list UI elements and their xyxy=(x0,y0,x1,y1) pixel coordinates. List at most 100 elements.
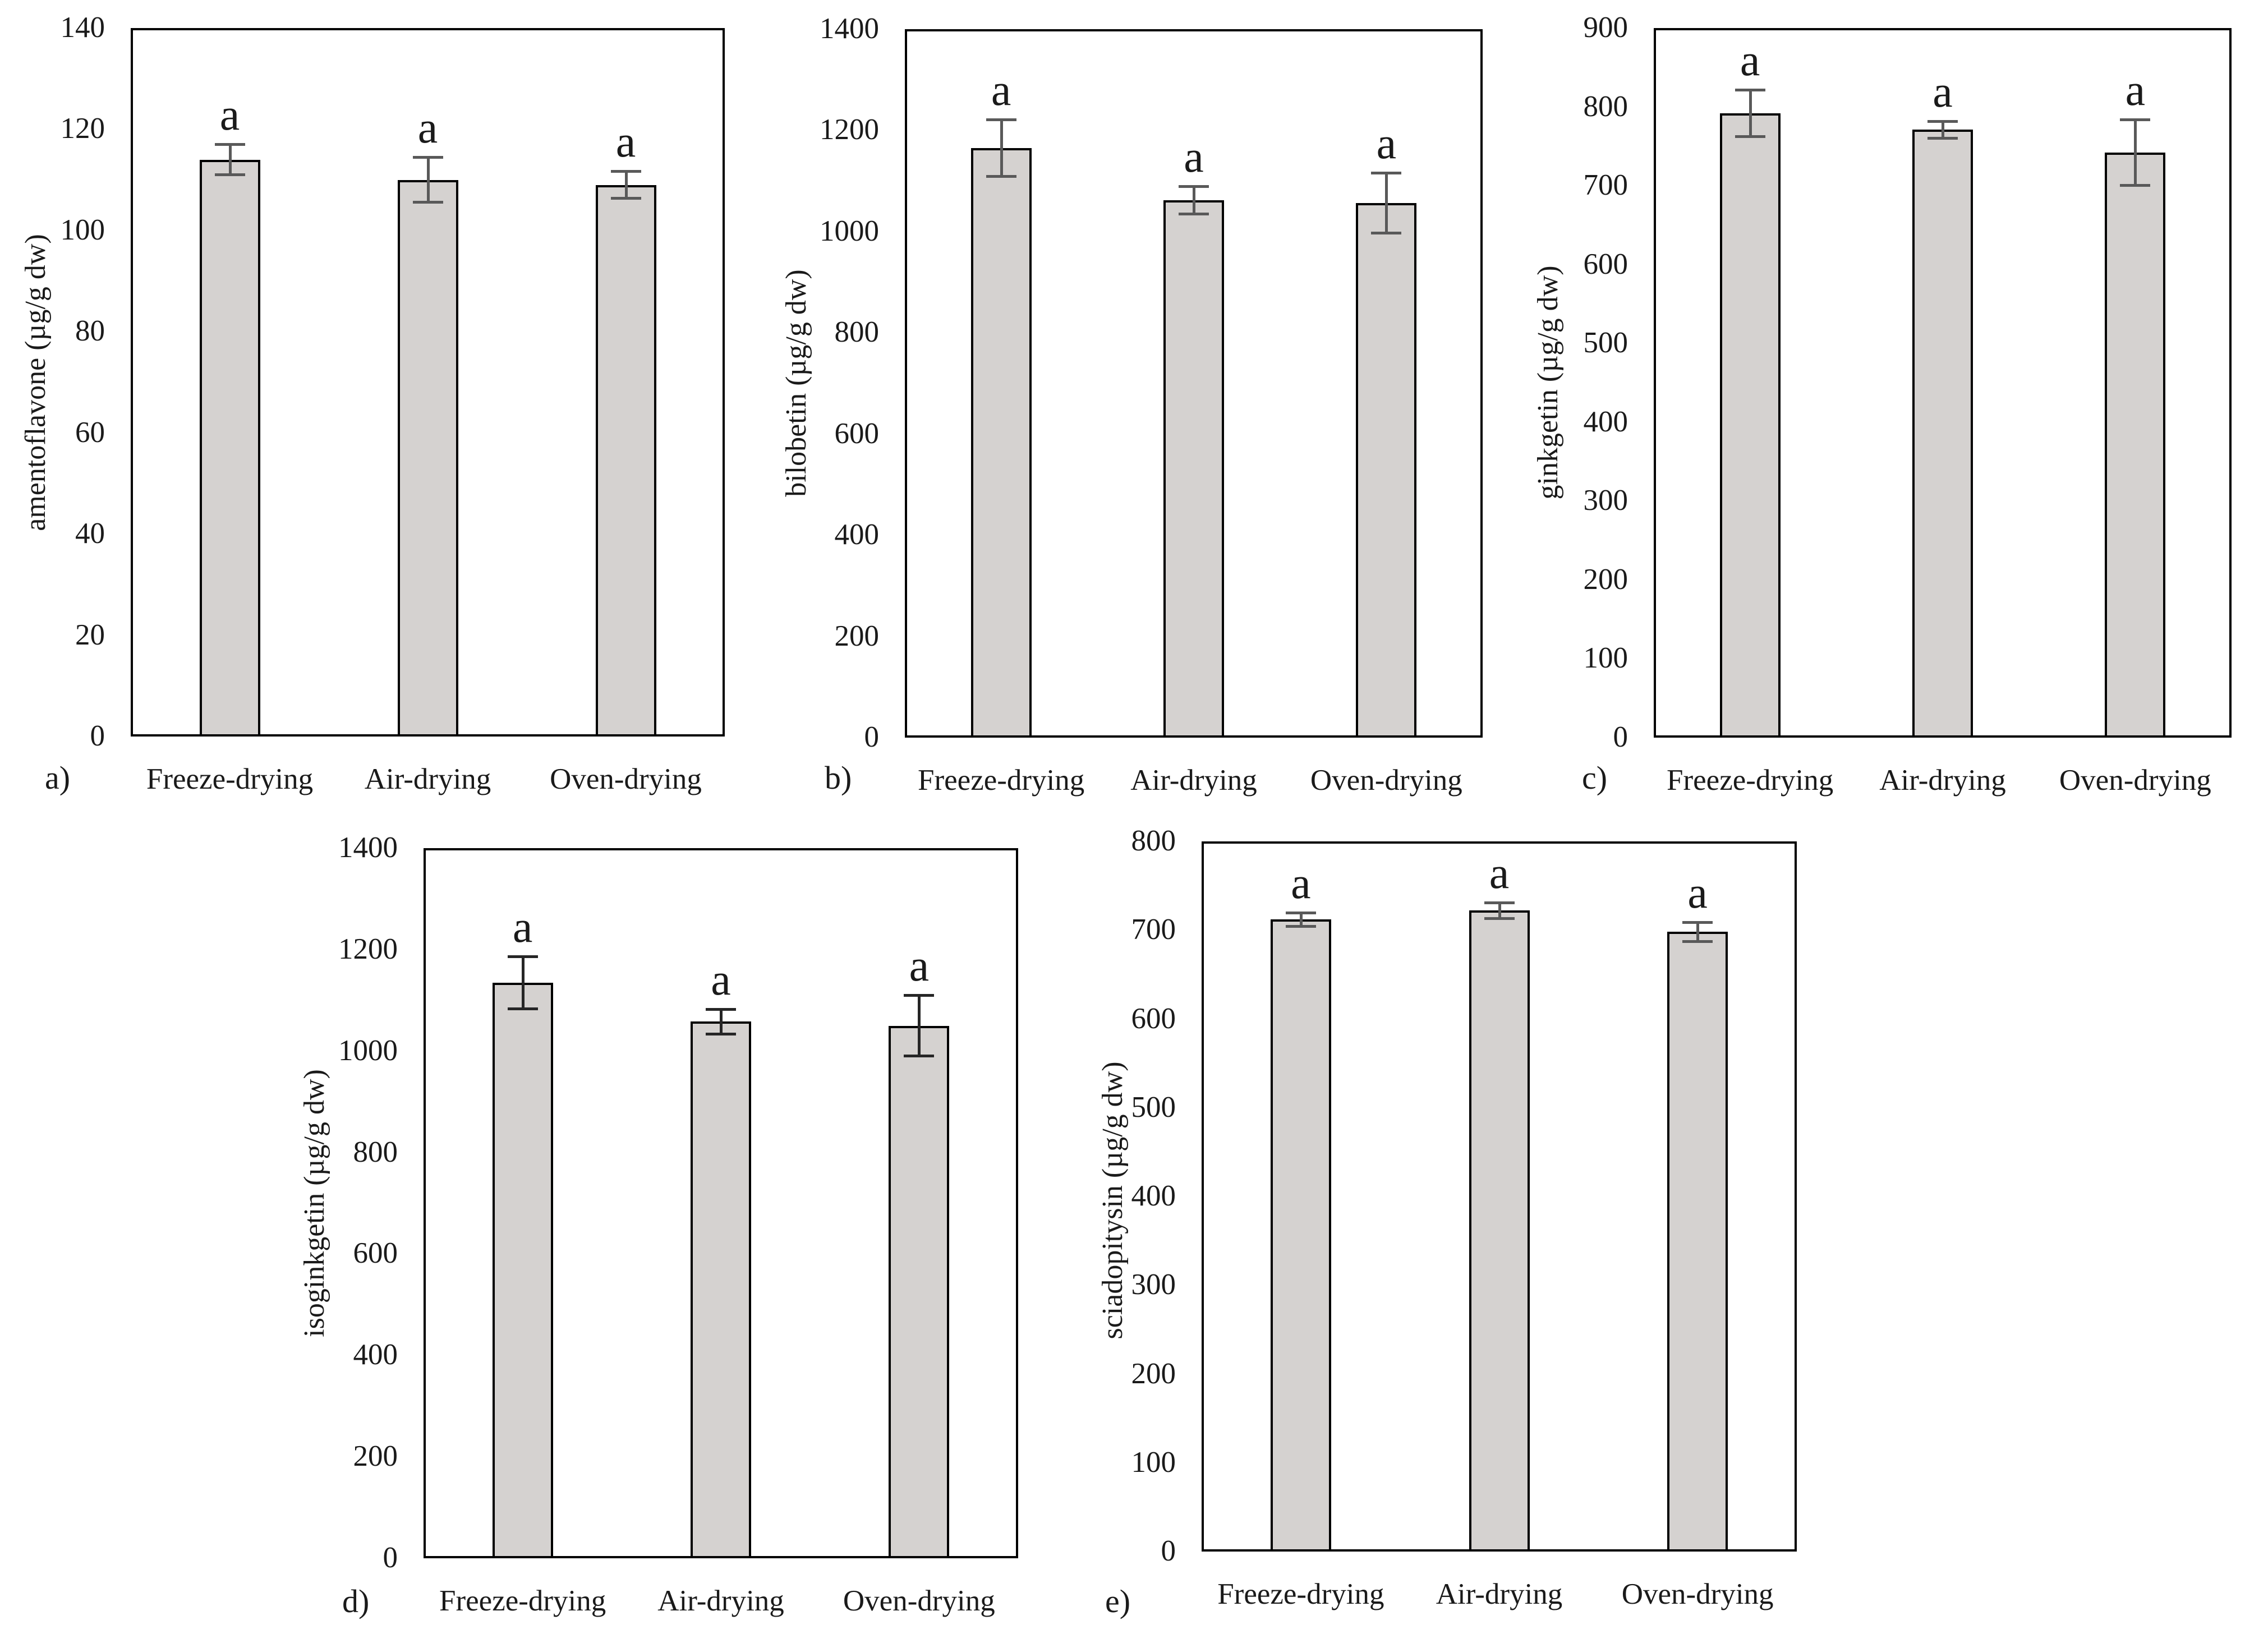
error-bar-cap-bottom xyxy=(706,1032,736,1035)
error-bar-cap-top xyxy=(1484,901,1515,905)
error-bar-cap-top xyxy=(904,994,935,997)
error-bar-line xyxy=(1942,121,1944,139)
significance-letter: a xyxy=(909,941,930,991)
y-tick-label: 400 xyxy=(1131,1180,1176,1212)
error-bar-cap-bottom xyxy=(412,201,443,204)
error-bar-cap-bottom xyxy=(1371,232,1402,235)
y-tick-label: 800 xyxy=(1131,825,1176,857)
bar xyxy=(595,185,656,737)
y-tick-label: 600 xyxy=(1583,247,1628,280)
y-axis-title: bilobetin (µg/g dw) xyxy=(780,269,812,497)
chart-panel-b: bilobetin (µg/g dw) b) 0 200 400 600 800 1000… xyxy=(757,0,1515,813)
x-category-label: Oven-drying xyxy=(1621,1578,1774,1610)
bar xyxy=(397,179,458,737)
bar xyxy=(1469,910,1530,1552)
significance-letter: a xyxy=(1687,868,1708,918)
x-category-label: Oven-drying xyxy=(2059,764,2211,797)
error-bar-cap-top xyxy=(1179,185,1209,188)
error-bar-cap-top xyxy=(1371,172,1402,175)
bar xyxy=(1912,130,1973,738)
y-tick-label: 200 xyxy=(1131,1357,1176,1390)
significance-letter: a xyxy=(1291,858,1311,908)
x-category-label: Freeze-drying xyxy=(1667,764,1834,797)
error-bar-line xyxy=(1385,173,1388,234)
y-tick-label: 1400 xyxy=(338,831,398,864)
significance-letter: a xyxy=(991,65,1011,115)
panel-label: e) xyxy=(1105,1583,1131,1619)
error-bar-cap-bottom xyxy=(1179,213,1209,216)
error-bar-cap-bottom xyxy=(904,1054,935,1057)
error-bar-cap-bottom xyxy=(610,197,641,200)
bar xyxy=(1356,203,1417,738)
y-tick-label: 1000 xyxy=(820,214,879,247)
y-axis-title: ginkgetin (µg/g dw) xyxy=(1532,265,1564,500)
y-tick-label: 600 xyxy=(1131,1002,1176,1035)
y-tick-label: 700 xyxy=(1131,913,1176,946)
y-tick-label: 200 xyxy=(834,619,880,652)
bar xyxy=(970,148,1032,738)
y-tick-label: 1200 xyxy=(820,113,879,146)
bar xyxy=(1719,113,1781,738)
error-bar-cap-top xyxy=(706,1007,736,1011)
x-category-label: Freeze-drying xyxy=(146,763,314,795)
chart-panel-d: isoginkgetin (µg/g dw) d) 0 200 400 600 800 1… xyxy=(280,813,1066,1634)
error-bar-line xyxy=(1498,903,1501,919)
x-category-label: Freeze-drying xyxy=(918,764,1085,797)
error-bar-line xyxy=(426,157,430,203)
error-bar-cap-top xyxy=(412,156,443,159)
y-tick-label: 80 xyxy=(75,315,105,348)
y-tick-label: 300 xyxy=(1583,484,1628,517)
significance-letter: a xyxy=(2125,66,2146,116)
error-bar-line xyxy=(521,956,525,1009)
significance-letter: a xyxy=(219,90,240,140)
x-category-label: Air-drying xyxy=(1436,1578,1563,1610)
y-axis-title: amentoflavone (µg/g dw) xyxy=(20,234,52,531)
y-tick-label: 600 xyxy=(353,1237,398,1270)
x-category-label: Oven-drying xyxy=(843,1585,995,1617)
error-bar-line xyxy=(1299,912,1303,927)
panel-label: d) xyxy=(342,1583,370,1619)
y-tick-label: 140 xyxy=(60,11,105,44)
y-tick-label: 0 xyxy=(90,720,105,752)
significance-letter: a xyxy=(417,103,438,153)
error-bar-cap-bottom xyxy=(2120,184,2151,187)
y-axis-title: isoginkgetin (µg/g dw) xyxy=(298,1069,330,1337)
chart-panel-e: sciadopitysin (µg/g dw) e) 0 100 200 300 400… xyxy=(1066,813,1851,1634)
x-category-label: Oven-drying xyxy=(1310,764,1462,797)
panel-label: b) xyxy=(825,760,852,796)
y-tick-label: 400 xyxy=(353,1338,398,1371)
significance-letter: a xyxy=(1740,35,1760,85)
error-bar-cap-bottom xyxy=(1735,135,1765,138)
y-tick-label: 100 xyxy=(60,213,105,246)
significance-letter: a xyxy=(711,955,731,1005)
panel-label: c) xyxy=(1582,760,1608,796)
y-tick-label: 300 xyxy=(1131,1268,1176,1301)
error-bar-line xyxy=(918,995,921,1056)
error-bar-cap-bottom xyxy=(1927,136,1958,140)
y-tick-label: 1000 xyxy=(338,1034,398,1067)
error-bar-cap-top xyxy=(2120,118,2151,122)
bar xyxy=(1163,200,1224,738)
y-tick-label: 900 xyxy=(1583,11,1628,44)
significance-letter: a xyxy=(1489,849,1510,899)
bar xyxy=(691,1021,751,1558)
significance-letter: a xyxy=(615,117,636,167)
y-tick-label: 40 xyxy=(75,517,105,550)
error-bar-cap-top xyxy=(610,170,641,173)
error-bar-cap-top xyxy=(214,143,245,146)
significance-letter: a xyxy=(1933,67,1953,117)
x-category-label: Air-drying xyxy=(657,1585,784,1617)
y-tick-label: 1200 xyxy=(338,932,398,965)
error-bar-line xyxy=(1193,186,1195,215)
error-bar-cap-bottom xyxy=(1484,917,1515,920)
error-bar-cap-bottom xyxy=(1285,924,1316,928)
bar xyxy=(492,982,553,1558)
error-bar-cap-top xyxy=(1285,911,1316,914)
significance-letter: a xyxy=(512,902,533,952)
error-bar-line xyxy=(1000,119,1003,177)
error-bar-line xyxy=(228,144,232,175)
error-bar-line xyxy=(1749,89,1752,137)
y-tick-label: 60 xyxy=(75,416,105,449)
y-tick-label: 700 xyxy=(1583,169,1628,202)
y-tick-label: 800 xyxy=(353,1135,398,1168)
